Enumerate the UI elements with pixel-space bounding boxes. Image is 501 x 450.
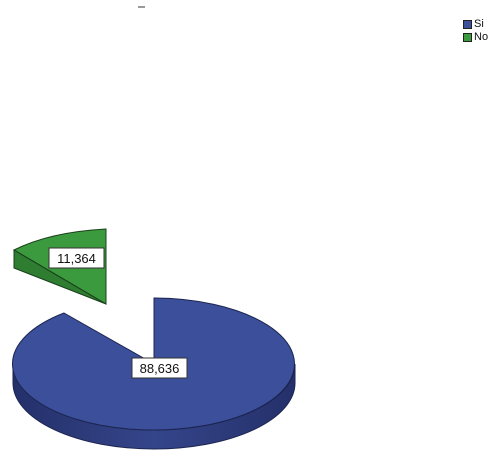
- legend-label-no: No: [474, 31, 489, 43]
- slice-no-edge: [13, 249, 107, 305]
- data-label-no-text: 11,364: [57, 251, 96, 266]
- legend: Si No: [463, 18, 488, 44]
- legend-item-no: No: [463, 31, 488, 44]
- data-label-si-text: 88,636: [140, 361, 180, 376]
- legend-swatch-si: [463, 20, 472, 29]
- chart-title-fragment: [138, 6, 145, 8]
- data-label-si: 88,636: [131, 357, 188, 379]
- legend-item-si: Si: [463, 18, 488, 31]
- legend-label-si: Si: [474, 18, 484, 30]
- data-label-no: 11,364: [48, 247, 105, 269]
- legend-swatch-no: [463, 33, 472, 42]
